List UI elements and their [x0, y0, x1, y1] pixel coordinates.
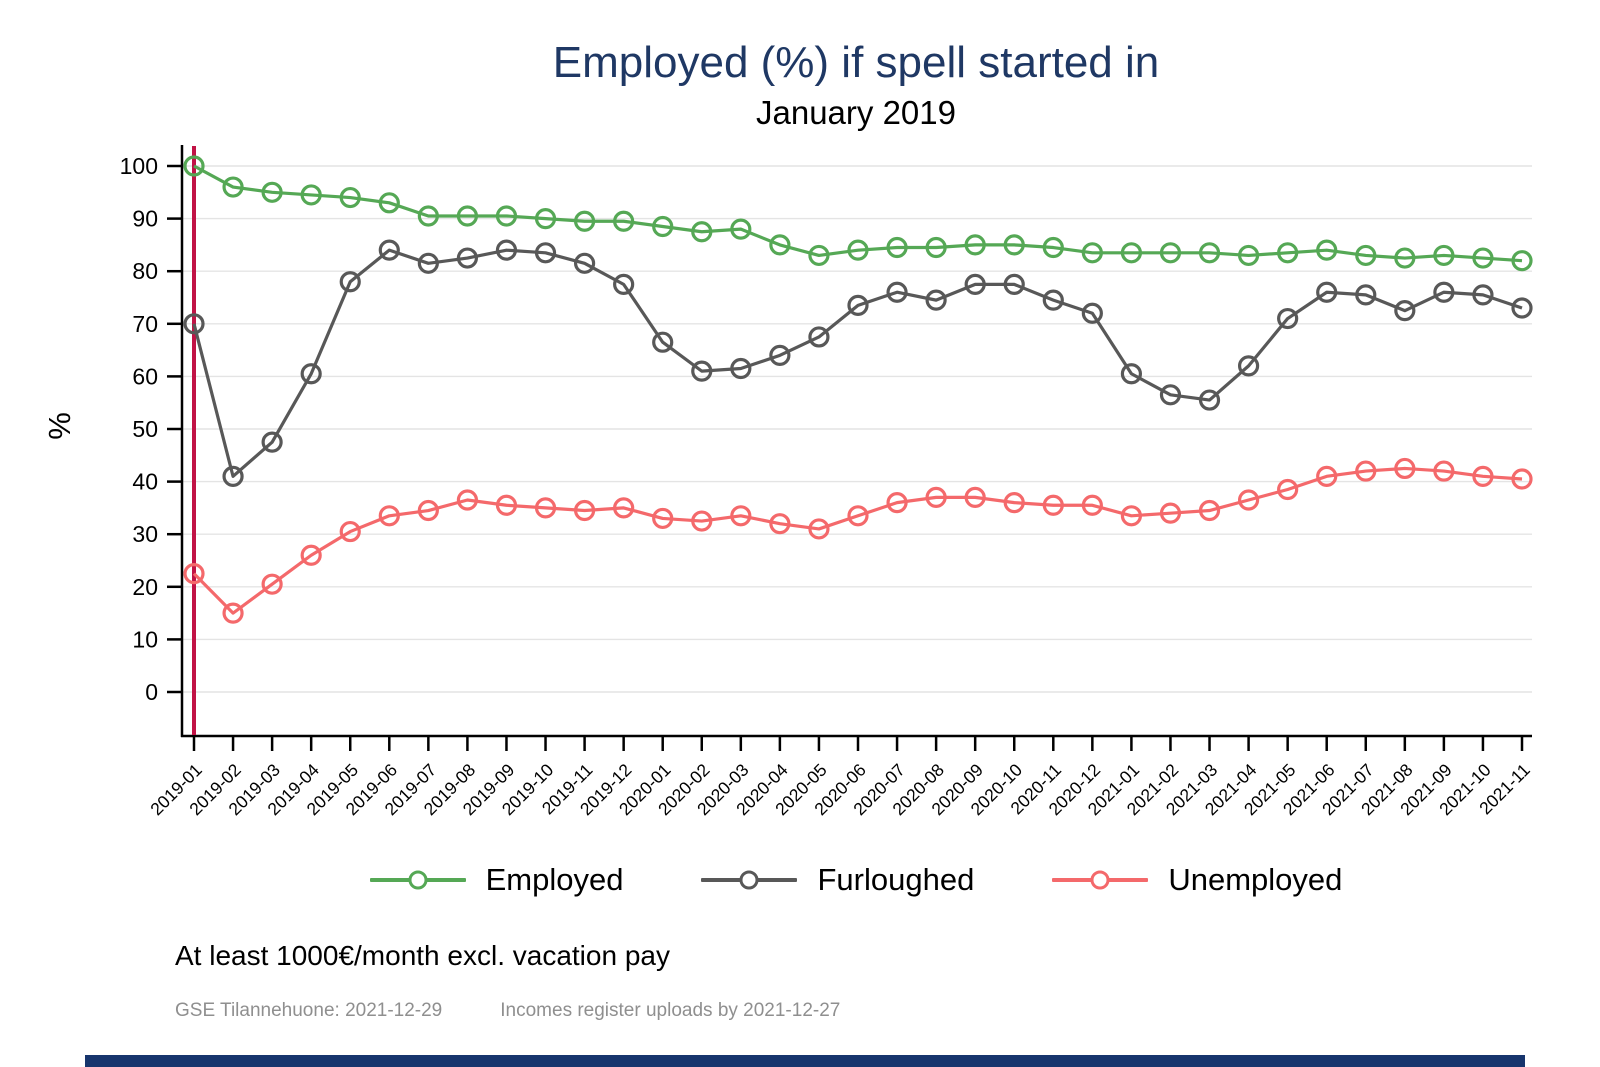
svg-text:10: 10: [132, 626, 158, 652]
svg-text:70: 70: [132, 311, 158, 337]
legend-label-furloughed: Furloughed: [817, 862, 975, 897]
svg-text:100: 100: [120, 153, 158, 179]
legend-label-unemployed: Unemployed: [1168, 862, 1343, 897]
employed-line-marker-icon: [369, 870, 466, 890]
unemployed-line-marker-icon: [1052, 870, 1149, 890]
svg-text:30: 30: [132, 521, 158, 547]
svg-text:0: 0: [145, 679, 158, 705]
legend-item-unemployed: Unemployed: [1052, 862, 1342, 898]
source-date-left: GSE Tilannehuone: 2021-12-29: [175, 1000, 443, 1021]
chart-subtitle: January 2019: [756, 94, 956, 131]
furloughed-line-marker-icon: [701, 870, 798, 890]
source-date-right: Incomes register uploads by 2021-12-27: [500, 1000, 841, 1021]
legend-label-employed: Employed: [485, 862, 624, 897]
brand-bottom-bar: [85, 1055, 1525, 1067]
svg-text:50: 50: [132, 416, 158, 442]
svg-text:20: 20: [132, 574, 158, 600]
legend-item-employed: Employed: [369, 862, 624, 898]
svg-text:80: 80: [132, 258, 158, 284]
legend-item-furloughed: Furloughed: [701, 862, 974, 898]
chart-note: At least 1000€/month excl. vacation pay: [175, 940, 670, 971]
chart-legend: Employed Furloughed Unemployed: [100, 862, 1600, 898]
chart-canvas: 01020304050607080901002019-012019-022019…: [120, 145, 1534, 819]
svg-text:40: 40: [132, 469, 158, 495]
svg-text:90: 90: [132, 206, 158, 232]
chart-title: Employed (%) if spell started in: [552, 38, 1160, 87]
svg-text:60: 60: [132, 363, 158, 389]
chart-source: GSE Tilannehuone: 2021-12-29 Incomes regi…: [175, 1000, 840, 1022]
